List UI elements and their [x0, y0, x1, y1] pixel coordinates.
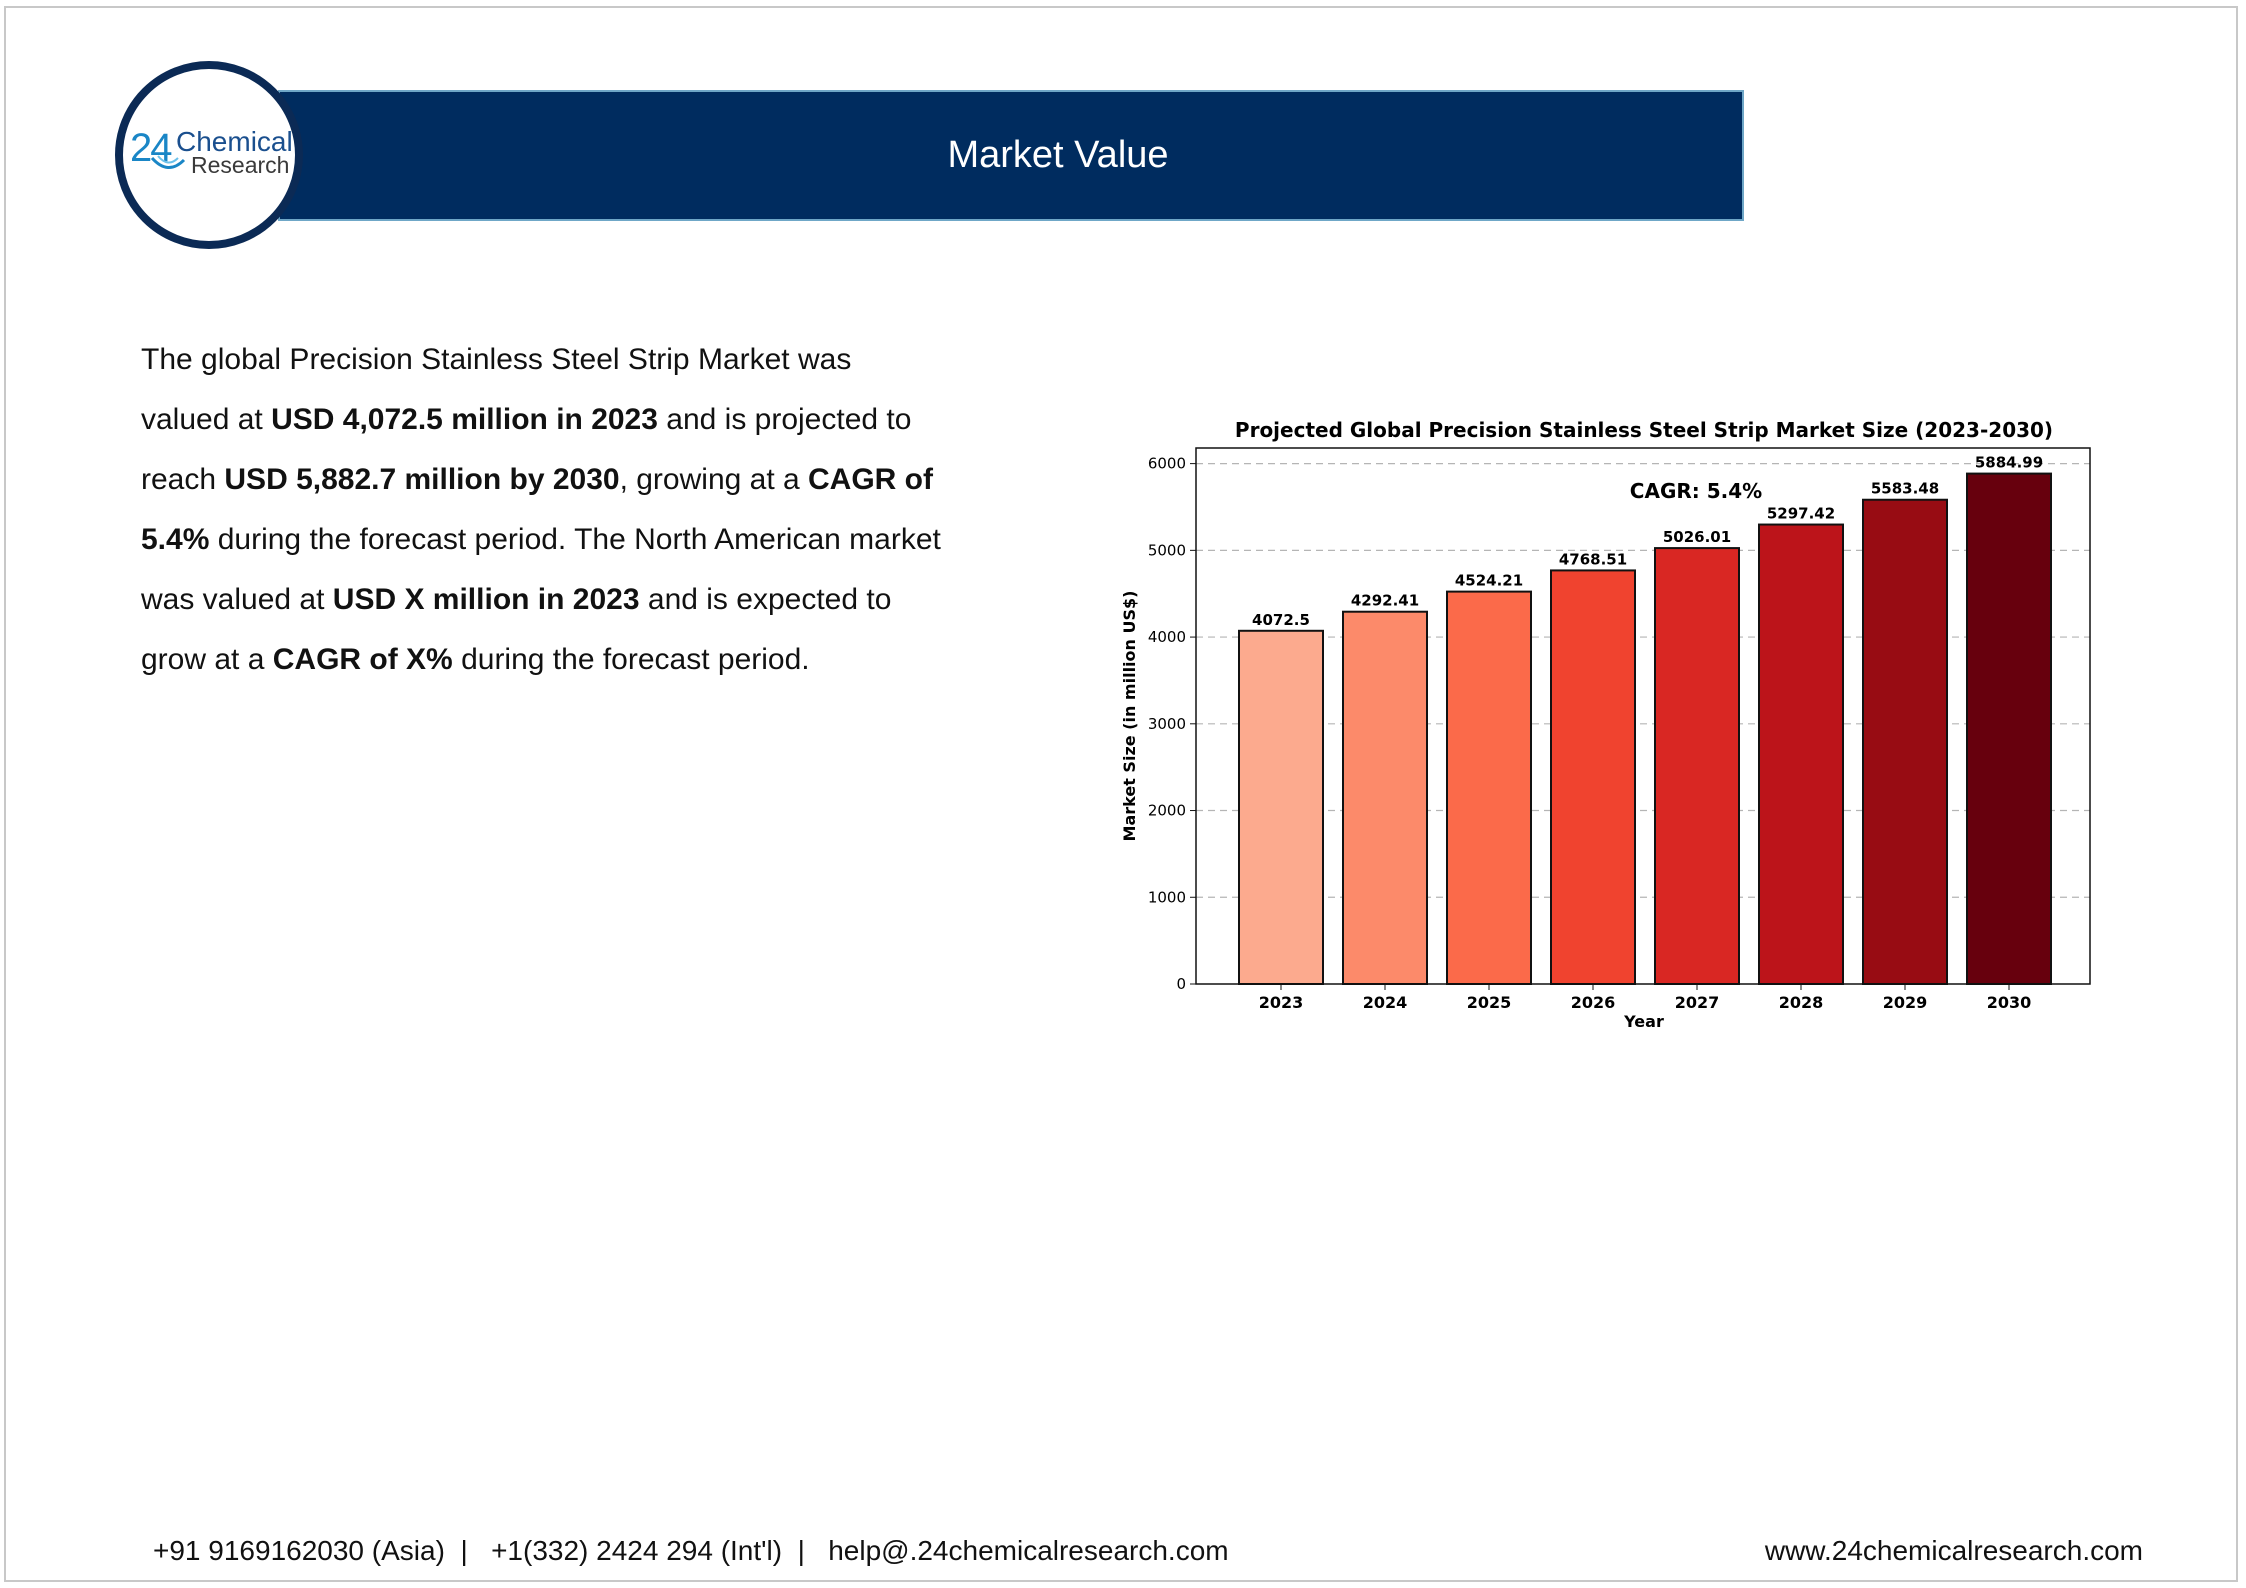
market-size-bar-chart: Projected Global Precision Stainless Ste…: [1120, 418, 2091, 1031]
summary-bold-3: CAGR of 5.4%: [141, 463, 933, 556]
bar-2029: [1862, 498, 1948, 986]
bar-value-label: 4768.51: [1559, 550, 1627, 568]
page-title: Market Value: [947, 134, 1169, 176]
x-tick-label: 2027: [1675, 993, 1720, 1012]
x-tick-label: 2030: [1987, 993, 2032, 1012]
x-tick-label: 2028: [1779, 993, 1824, 1012]
bar-2024: [1342, 610, 1428, 985]
bar-value-label: 5297.42: [1767, 505, 1835, 523]
summary-bold-4: USD X million in 2023: [332, 583, 640, 616]
bar-2025: [1446, 590, 1532, 985]
summary-text-6: during the forecast period.: [452, 643, 810, 676]
chart-title: Projected Global Precision Stainless Ste…: [1235, 418, 2053, 442]
y-tick-label: 1000: [1148, 888, 1186, 906]
summary-bold-1: USD 4,072.5 million in 2023: [271, 403, 658, 436]
bar-2026: [1550, 569, 1636, 985]
y-tick-label: 4000: [1148, 628, 1186, 646]
y-tick-label: 5000: [1148, 541, 1186, 559]
summary-text-2: and is projected to reach: [141, 403, 912, 496]
y-axis-label: Market Size (in million US$): [1120, 591, 1139, 842]
cagr-annotation: CAGR: 5.4%: [1630, 479, 1762, 503]
summary-text-1: The global Precision Stainless Steel Str…: [141, 343, 852, 436]
page-border: [4, 6, 2238, 1582]
summary-bold-5: CAGR of X%: [272, 643, 453, 676]
logo-swirl-icon: [150, 155, 186, 169]
x-tick-label: 2026: [1571, 993, 1616, 1012]
bar-value-label: 4072.5: [1252, 611, 1310, 629]
x-tick-label: 2025: [1467, 993, 1512, 1012]
bar-value-label: 4292.41: [1351, 592, 1419, 610]
x-tick-label: 2029: [1883, 993, 1928, 1012]
bar-2028: [1758, 523, 1844, 985]
logo-word-chemical: Chemical: [176, 126, 293, 157]
y-tick-label: 3000: [1148, 715, 1186, 733]
y-tick-label: 2000: [1148, 802, 1186, 820]
market-summary: The global Precision Stainless Steel Str…: [141, 330, 941, 690]
bar-value-label: 5026.01: [1663, 528, 1731, 546]
y-tick-label: 6000: [1148, 455, 1186, 473]
bar-value-label: 4524.21: [1455, 572, 1523, 590]
summary-text-4: during the forecast period. The North Am…: [141, 523, 941, 616]
bar-value-label: 5583.48: [1871, 480, 1939, 498]
header-bar: [278, 90, 1744, 221]
bar-2030: [1966, 472, 2052, 985]
plot-frame: [1195, 447, 2091, 985]
x-axis-label: Year: [1623, 1012, 1664, 1031]
bar-2027: [1654, 547, 1740, 985]
x-tick-label: 2024: [1363, 993, 1408, 1012]
logo-word-research: Research: [191, 152, 290, 178]
footer-contacts: +91 9169162030 (Asia) | +1(332) 2424 294…: [153, 1535, 1229, 1566]
y-tick-label: 0: [1176, 975, 1186, 993]
summary-text-5: and is expected to grow at a: [141, 583, 892, 676]
x-tick-label: 2023: [1259, 993, 1304, 1012]
bar-value-label: 5884.99: [1975, 454, 2043, 472]
summary-bold-2: USD 5,882.7 million by 2030: [224, 463, 620, 496]
logo-badge: [115, 61, 303, 249]
bar-2023: [1238, 629, 1324, 985]
footer-website-link[interactable]: www.24chemicalresearch.com: [1764, 1535, 2143, 1566]
summary-text-3: , growing at a: [619, 463, 809, 496]
